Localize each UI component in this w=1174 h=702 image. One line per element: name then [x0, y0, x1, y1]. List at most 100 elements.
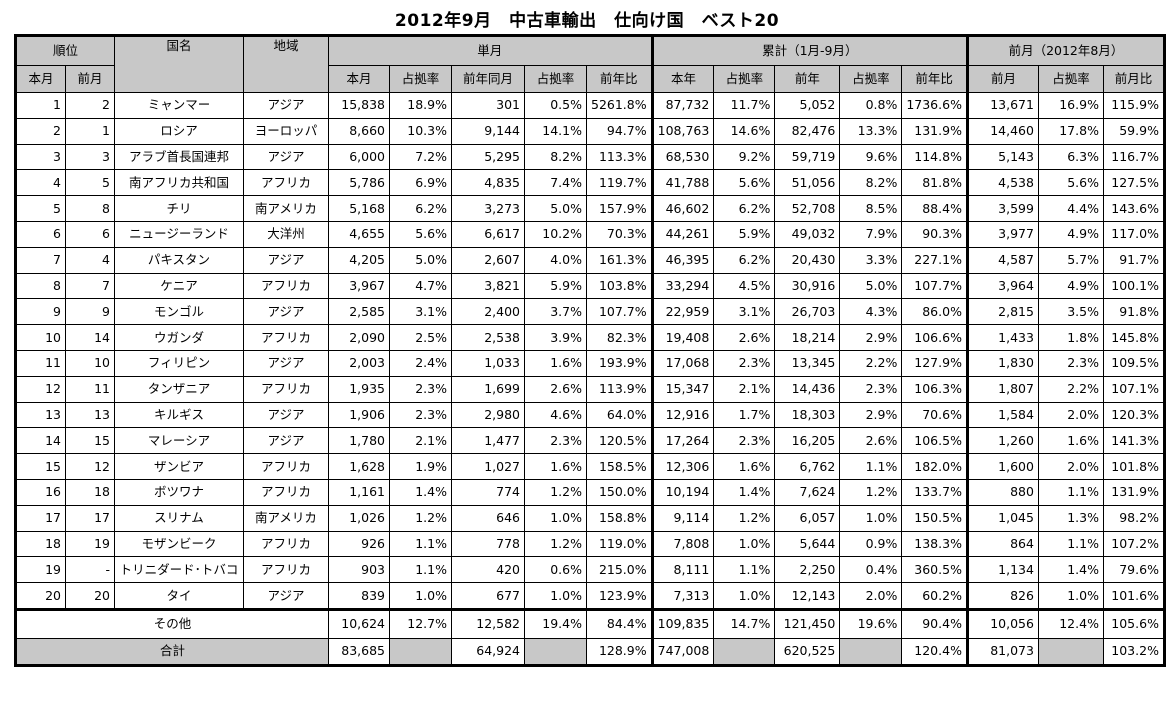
table-cell: 138.3% — [901, 530, 968, 558]
table-cell: 158.8% — [586, 504, 653, 532]
table-cell: 18 — [65, 478, 115, 506]
table-cell: 6.3% — [1037, 143, 1104, 171]
table-cell: 1.4% — [713, 478, 776, 506]
table-cell: アフリカ — [243, 478, 329, 506]
table-cell: 1.6% — [1037, 427, 1104, 455]
table-cell: 1.0% — [713, 582, 776, 610]
table-cell: 3 — [15, 143, 66, 171]
table-row: 7 4 パキスタン アジア 4,205 5.0% 2,607 4.0% 161.3% 46,395… — [15, 246, 1165, 274]
table-cell: 7 — [15, 246, 66, 274]
table-cell: 1,628 — [328, 453, 390, 480]
table-cell: 7.2% — [389, 143, 452, 171]
col-header: 占拠率 — [1037, 65, 1104, 93]
table-cell: 5.6% — [713, 169, 776, 197]
table-cell: 114.8% — [901, 143, 968, 171]
table-cell: 84.4% — [586, 607, 653, 639]
table-cell: ウガンダ — [114, 324, 244, 351]
table-cell: 8 — [15, 272, 66, 300]
table-cell: 127.9% — [901, 349, 968, 377]
table-cell: 107.7% — [586, 298, 653, 326]
table-cell: 12 — [65, 453, 115, 480]
table-cell: 121,450 — [774, 607, 841, 639]
table-cell: 5261.8% — [586, 92, 653, 119]
table-cell — [389, 637, 452, 666]
table-row: 4 5 南アフリカ共和国 アフリカ 5,786 6.9% 4,835 7.4% 119.7% 41… — [15, 169, 1165, 197]
table-cell: 2.0% — [1037, 453, 1104, 480]
table-cell: 161.3% — [586, 246, 653, 274]
table-cell: 131.9% — [1102, 478, 1165, 506]
table-cell: アフリカ — [243, 324, 329, 351]
table-cell: 20 — [65, 582, 115, 610]
table-cell: 8.2% — [524, 143, 587, 171]
col-header: 占拠率 — [389, 65, 452, 93]
table-cell: 1.3% — [1037, 504, 1104, 532]
table-cell: 1,780 — [328, 427, 390, 455]
table-cell: 1.2% — [524, 478, 587, 506]
table-cell: 2,090 — [328, 324, 390, 351]
table-cell: 2.3% — [839, 375, 903, 403]
table-cell: 3,273 — [451, 195, 525, 222]
table-cell: 15 — [15, 453, 66, 480]
table-cell: 4.0% — [524, 246, 587, 274]
table-cell: 7 — [65, 272, 115, 300]
total-row: 合計 83,685 64,924 128.9% 747,008 620,525 120.4%… — [15, 637, 1165, 666]
table-cell: 15 — [65, 427, 115, 455]
table-cell: 774 — [451, 478, 525, 506]
table-cell: 88.4% — [901, 195, 968, 222]
table-cell: 14 — [15, 427, 66, 455]
table-cell: 20,430 — [774, 246, 841, 274]
table-cell: 2,607 — [451, 246, 525, 274]
table-cell: 16.9% — [1037, 92, 1104, 119]
table-cell: 880 — [965, 478, 1039, 506]
table-cell: 8,660 — [328, 117, 390, 145]
table-cell: 3.1% — [389, 298, 452, 326]
table-cell: 52,708 — [774, 195, 841, 222]
table-cell: 107.1% — [1102, 375, 1165, 403]
other-row: その他 10,624 12.7% 12,582 19.4% 84.4% 109,835 14.… — [15, 607, 1165, 639]
table-cell: 1.6% — [524, 453, 587, 480]
table-cell: 49,032 — [774, 220, 841, 248]
table-cell: 1,807 — [965, 375, 1039, 403]
table-cell: 13 — [15, 401, 66, 429]
table-cell — [713, 637, 776, 666]
table-cell: 131.9% — [901, 117, 968, 145]
table-cell: 6 — [15, 220, 66, 248]
table-cell: 1,935 — [328, 375, 390, 403]
table-cell: 1.1% — [389, 556, 452, 584]
cumulative-header: 累計（1月-9月） — [650, 35, 968, 66]
table-cell: 2 — [15, 117, 66, 145]
table-cell: 82.3% — [586, 324, 653, 351]
table-cell: 4,538 — [965, 169, 1039, 197]
page-title: 2012年9月 中古車輸出 仕向け国 ベスト20 — [394, 11, 780, 31]
table-cell: 1,161 — [328, 478, 390, 506]
col-header: 占拠率 — [524, 65, 587, 93]
table-cell: アフリカ — [243, 375, 329, 403]
table-cell: 133.7% — [901, 478, 968, 506]
table-cell: 17.8% — [1037, 117, 1104, 145]
table-cell: マレーシア — [114, 427, 244, 455]
table-cell: 14,460 — [965, 117, 1039, 145]
table-cell: 10,624 — [328, 607, 390, 639]
table-cell: 90.3% — [901, 220, 968, 248]
table-cell: 5.0% — [524, 195, 587, 222]
table-cell: 105.6% — [1102, 607, 1165, 639]
table-cell: 143.6% — [1102, 195, 1165, 222]
table-cell: 6,000 — [328, 143, 390, 171]
other-label: その他 — [15, 607, 329, 639]
table-cell: 2.3% — [713, 349, 776, 377]
table-cell: アラブ首長国連邦 — [114, 143, 244, 171]
table-cell — [839, 637, 903, 666]
table-cell: 2.3% — [389, 375, 452, 403]
table-cell: 116.7% — [1102, 143, 1165, 171]
table-cell: 15,838 — [328, 92, 390, 119]
table-cell: 3,964 — [965, 272, 1039, 300]
table-cell: 3.7% — [524, 298, 587, 326]
table-cell: 301 — [451, 92, 525, 119]
table-cell: 2.1% — [713, 375, 776, 403]
table-cell: モザンビーク — [114, 530, 244, 558]
table-cell: 113.3% — [586, 143, 653, 171]
table-cell: 6,762 — [774, 453, 841, 480]
table-cell: アジア — [243, 401, 329, 429]
table-cell: 14 — [65, 324, 115, 351]
table-cell: 1,045 — [965, 504, 1039, 532]
